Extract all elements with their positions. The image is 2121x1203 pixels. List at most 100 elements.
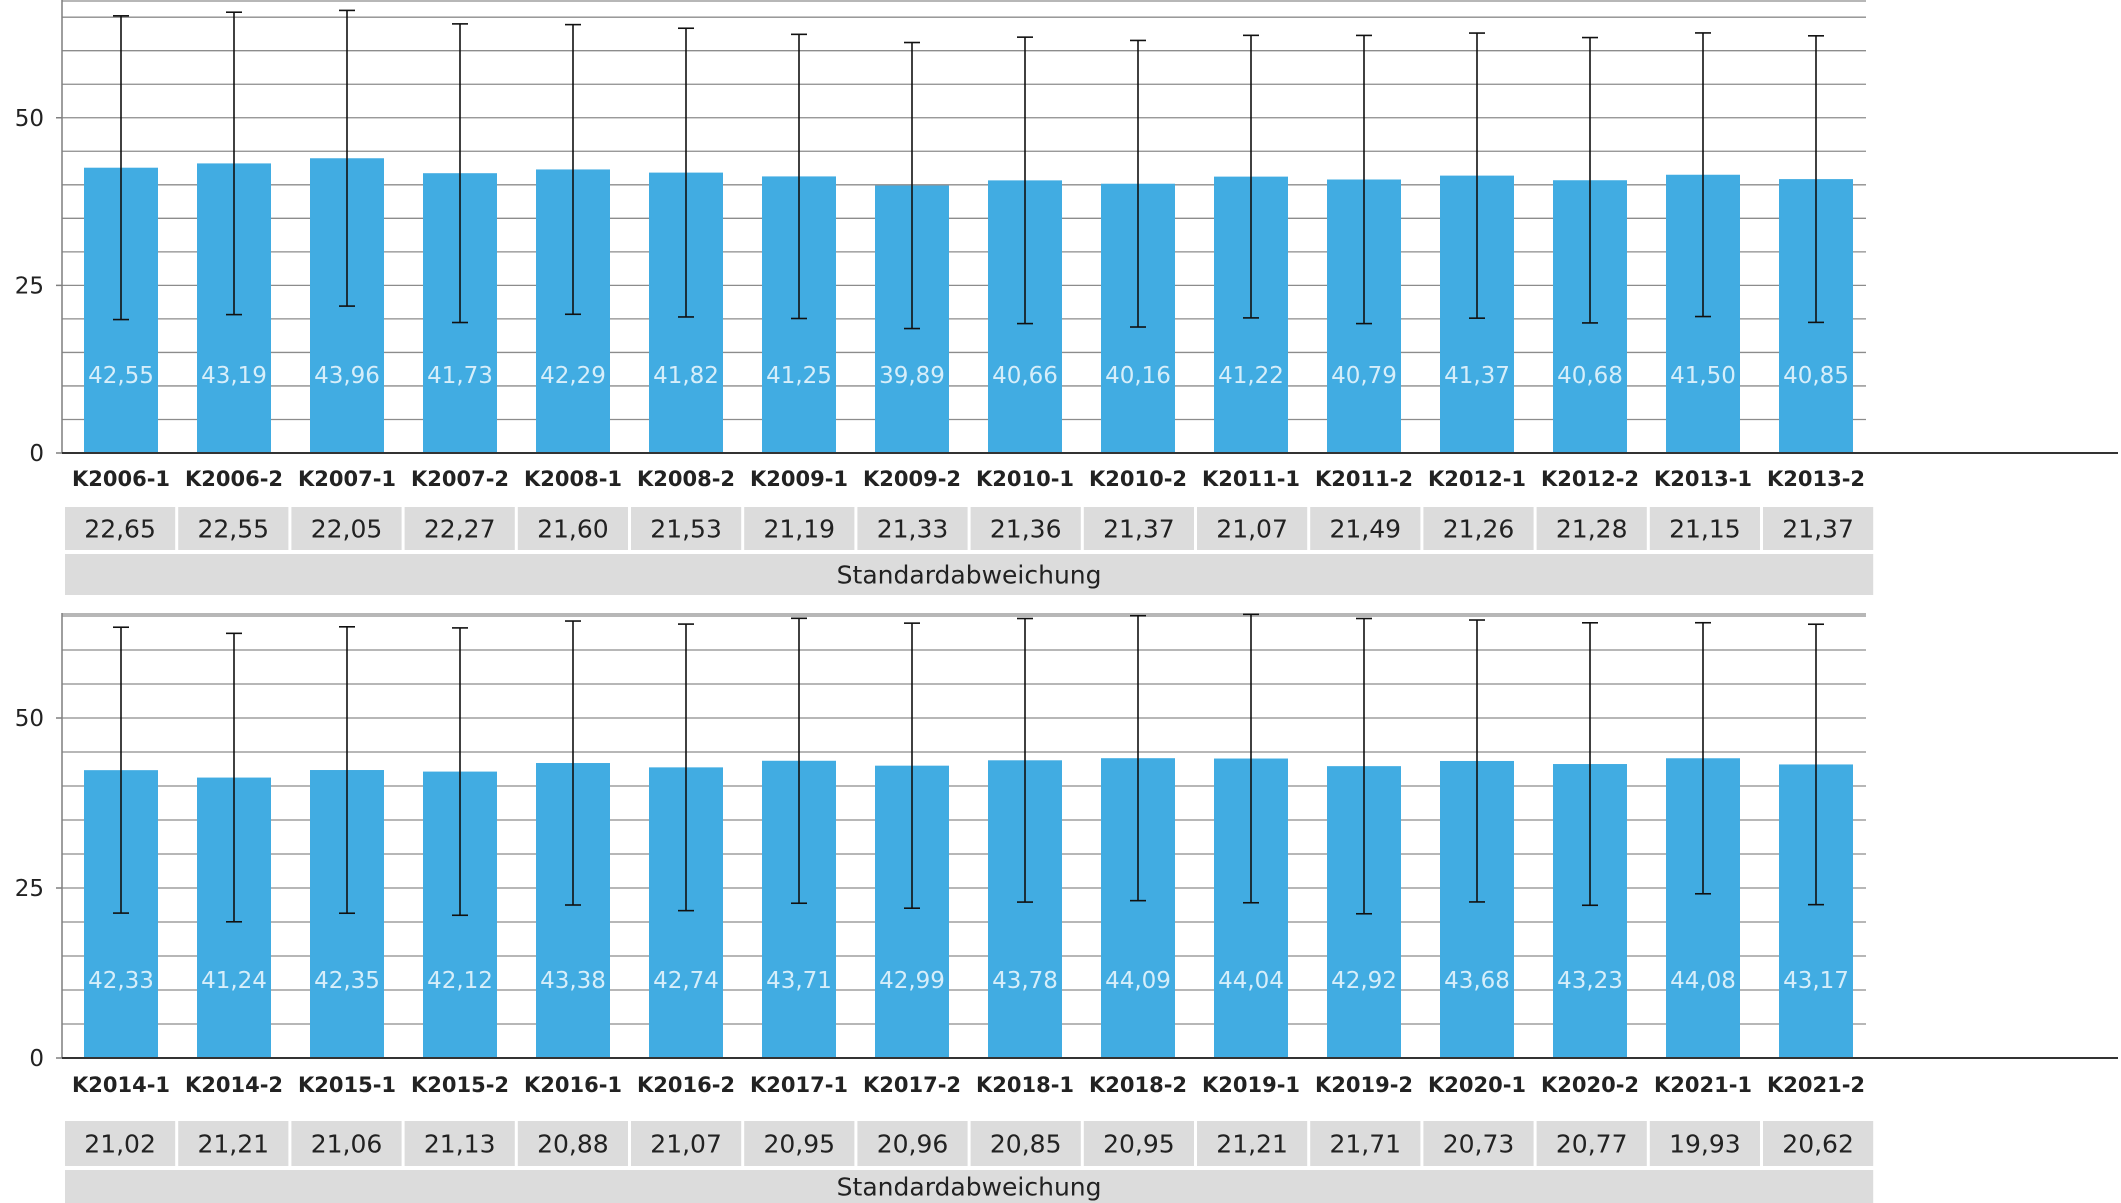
error-bar-K2009-2 xyxy=(904,41,920,330)
bar-value-label: 42,99 xyxy=(879,968,945,994)
std-dev-value: 21,21 xyxy=(198,1130,270,1159)
bar-value-label: 42,74 xyxy=(653,968,719,994)
category-label: K2018-2 xyxy=(1089,1073,1187,1097)
std-dev-value: 22,55 xyxy=(198,515,270,544)
std-dev-cell xyxy=(404,1121,515,1166)
std-dev-cell xyxy=(65,1121,176,1166)
std-dev-cell xyxy=(1536,1121,1647,1166)
category-label: K2009-1 xyxy=(750,467,848,491)
bar-value-label: 42,92 xyxy=(1331,968,1397,994)
error-bar-K2018-1 xyxy=(1017,617,1033,903)
std-dev-value: 21,28 xyxy=(1556,515,1628,544)
error-bar-K2006-2 xyxy=(226,11,242,316)
error-bar-K2011-2 xyxy=(1356,34,1372,325)
bar-value-label: 43,17 xyxy=(1783,968,1849,994)
error-bar-K2012-2 xyxy=(1582,36,1598,324)
category-label: K2008-1 xyxy=(524,467,622,491)
bar-value-label: 39,89 xyxy=(879,363,945,389)
category-label: K2015-2 xyxy=(411,1073,509,1097)
std-dev-caption: Standardabweichung xyxy=(837,1173,1102,1202)
y-tick-label: 0 xyxy=(29,1046,44,1072)
bar-value-label: 43,68 xyxy=(1444,968,1510,994)
std-dev-value: 21,21 xyxy=(1216,1130,1288,1159)
y-tick-label: 50 xyxy=(15,106,44,132)
bar-value-label: 40,79 xyxy=(1331,363,1397,389)
category-label: K2013-1 xyxy=(1654,467,1752,491)
y-tick-label: 50 xyxy=(15,706,44,732)
error-bar-K2015-2 xyxy=(452,627,468,917)
std-dev-value: 20,88 xyxy=(537,1130,609,1159)
std-dev-value: 22,27 xyxy=(424,515,496,544)
std-dev-caption-cell xyxy=(65,1170,1874,1203)
bar-value-label: 43,71 xyxy=(766,968,832,994)
std-dev-value: 21,15 xyxy=(1669,515,1741,544)
std-dev-value: 21,06 xyxy=(311,1130,383,1159)
std-dev-cell xyxy=(631,1121,742,1166)
bar-value-label: 44,08 xyxy=(1670,968,1736,994)
std-dev-value: 20,95 xyxy=(1103,1130,1175,1159)
category-label: K2019-1 xyxy=(1202,1073,1300,1097)
std-dev-cell xyxy=(1649,1121,1760,1166)
std-dev-cell xyxy=(178,507,289,550)
error-bar-K2014-1 xyxy=(113,626,129,914)
category-label: K2008-2 xyxy=(637,467,735,491)
category-label: K2010-1 xyxy=(976,467,1074,491)
error-bar-K2016-1 xyxy=(565,620,581,906)
std-dev-value: 20,73 xyxy=(1443,1130,1515,1159)
std-dev-cell xyxy=(1083,1121,1194,1166)
std-dev-value: 21,37 xyxy=(1782,515,1854,544)
category-label: K2017-2 xyxy=(863,1073,961,1097)
error-bar-K2006-1 xyxy=(113,15,129,321)
std-dev-cell xyxy=(1423,507,1534,550)
category-label: K2013-2 xyxy=(1767,467,1865,491)
bar-value-label: 40,85 xyxy=(1783,363,1849,389)
error-bar-K2018-2 xyxy=(1130,614,1146,902)
bar-value-label: 41,24 xyxy=(201,968,267,994)
error-bar-K2013-2 xyxy=(1808,35,1824,324)
std-dev-cell xyxy=(517,507,628,550)
bar-value-label: 42,12 xyxy=(427,968,493,994)
error-bar-K2007-1 xyxy=(339,9,355,307)
category-label: K2012-2 xyxy=(1541,467,1639,491)
y-tick-label: 25 xyxy=(15,273,44,299)
std-dev-value: 22,65 xyxy=(84,515,156,544)
std-dev-cell xyxy=(1197,507,1308,550)
category-label: K2011-2 xyxy=(1315,467,1413,491)
std-dev-value: 20,77 xyxy=(1556,1130,1628,1159)
std-dev-value: 21,60 xyxy=(537,515,609,544)
std-dev-cell xyxy=(744,507,855,550)
category-label: K2020-2 xyxy=(1541,1073,1639,1097)
bar-value-label: 41,73 xyxy=(427,363,493,389)
std-dev-value: 20,62 xyxy=(1782,1130,1854,1159)
category-label: K2016-1 xyxy=(524,1073,622,1097)
category-label: K2006-2 xyxy=(185,467,283,491)
category-label: K2009-2 xyxy=(863,467,961,491)
std-dev-value: 21,13 xyxy=(424,1130,496,1159)
error-bar-K2007-2 xyxy=(452,23,468,324)
std-dev-cell xyxy=(1310,1121,1421,1166)
std-dev-cell xyxy=(857,1121,968,1166)
std-dev-cell xyxy=(1649,507,1760,550)
chart-panel-2: 0 25 50 42,33 41,24 42,35 42,12 43,38 42,74 43,71… xyxy=(15,613,2118,1203)
bar-value-label: 43,19 xyxy=(201,363,267,389)
std-dev-cell xyxy=(970,507,1081,550)
category-label: K2020-1 xyxy=(1428,1073,1526,1097)
bar-value-label: 40,66 xyxy=(992,363,1058,389)
bar-value-label: 41,50 xyxy=(1670,363,1736,389)
std-dev-caption: Standardabweichung xyxy=(837,561,1102,590)
std-dev-cell xyxy=(1310,507,1421,550)
category-label: K2014-1 xyxy=(72,1073,170,1097)
error-bar-K2012-1 xyxy=(1469,32,1485,319)
bar-value-label: 41,25 xyxy=(766,363,832,389)
std-dev-cell xyxy=(744,1121,855,1166)
std-dev-cell xyxy=(291,1121,402,1166)
error-bar-K2014-2 xyxy=(226,632,242,923)
std-dev-cell xyxy=(178,1121,289,1166)
std-dev-value: 21,37 xyxy=(1103,515,1175,544)
error-bar-K2010-1 xyxy=(1017,36,1033,325)
bar-value-label: 40,16 xyxy=(1105,363,1171,389)
bar-value-label: 44,09 xyxy=(1105,968,1171,994)
category-label: K2012-1 xyxy=(1428,467,1526,491)
y-tick-label: 0 xyxy=(29,441,44,467)
bar-value-label: 42,35 xyxy=(314,968,380,994)
